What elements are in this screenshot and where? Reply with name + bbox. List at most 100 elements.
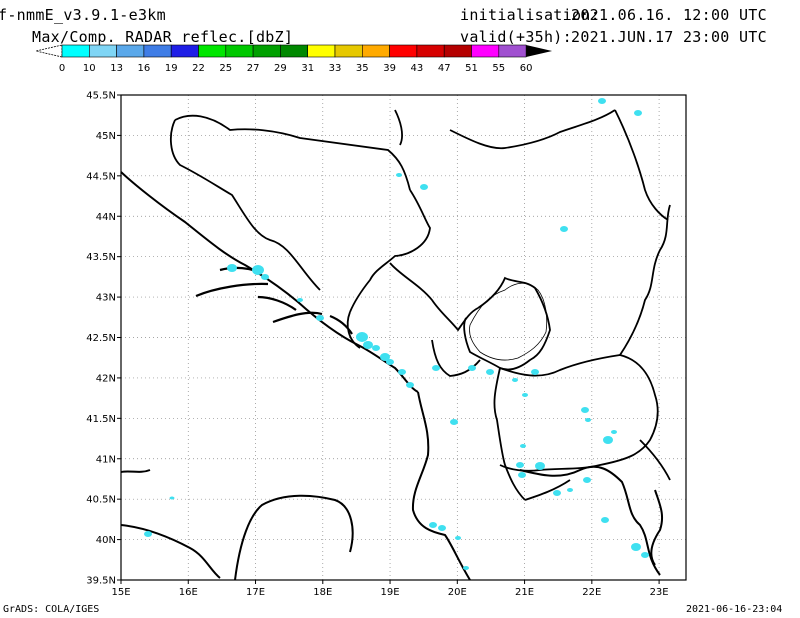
radar-echo xyxy=(455,536,461,540)
radar-echo xyxy=(261,274,269,280)
radar-echo xyxy=(486,369,494,375)
radar-echo xyxy=(463,566,469,570)
colorbar-swatch xyxy=(143,44,172,58)
radar-echo xyxy=(603,436,613,444)
colorbar-tick-label: 55 xyxy=(492,63,505,74)
colorbar-swatch xyxy=(225,44,254,58)
radar-echo xyxy=(641,552,649,558)
coastline-segment xyxy=(120,524,221,579)
radar-echo xyxy=(144,531,152,537)
colorbar-swatch xyxy=(443,44,472,58)
colorbar-tick-label: 43 xyxy=(411,63,424,74)
radar-echo xyxy=(398,369,406,375)
lon-tick-label: 18E xyxy=(313,587,332,598)
border-segment xyxy=(174,114,411,191)
colorbar-tick-label: 35 xyxy=(356,63,369,74)
colorbar-tick-label: 0 xyxy=(59,63,65,74)
border-segment xyxy=(524,479,571,501)
lon-tick-label: 23E xyxy=(650,587,669,598)
coastline-segment xyxy=(234,494,354,581)
lat-tick-label: 41.5N xyxy=(86,414,116,425)
colorbar-tick-label: 10 xyxy=(83,63,96,74)
colorbar-swatch xyxy=(416,44,445,58)
lon-tick-label: 21E xyxy=(515,587,534,598)
radar-echo xyxy=(535,462,545,470)
lat-tick-label: 42N xyxy=(96,373,116,384)
radar-echo xyxy=(372,345,380,351)
radar-echo xyxy=(520,444,526,448)
colorbar-tick-label: 27 xyxy=(247,63,260,74)
island-outline xyxy=(219,266,263,275)
lon-tick-label: 17E xyxy=(246,587,265,598)
colorbar-swatch xyxy=(116,44,145,58)
colorbar-swatch xyxy=(89,44,117,58)
radar-echo xyxy=(396,173,402,177)
init-label: initialisation: xyxy=(460,6,600,24)
border-segment xyxy=(349,189,431,313)
lat-tick-label: 40N xyxy=(96,535,116,546)
radar-echo xyxy=(585,418,591,422)
colorbar-high-arrow xyxy=(526,45,553,57)
radar-echo xyxy=(611,430,617,434)
radar-echo xyxy=(634,110,642,116)
footer-timestamp: 2021-06-16-23:04 xyxy=(686,604,783,615)
init-value: 2021.06.16. 12:00 UTC xyxy=(571,6,767,24)
colorbar-swatch xyxy=(280,44,308,58)
lon-tick-label: 16E xyxy=(179,587,198,598)
radar-echo xyxy=(363,341,373,349)
colorbar-tick-label: 51 xyxy=(465,63,478,74)
colorbar-tick-label: 39 xyxy=(383,63,396,74)
border-segment xyxy=(389,262,479,332)
radar-echo xyxy=(356,332,368,342)
radar-echo xyxy=(468,365,476,371)
colorbar-swatch xyxy=(498,44,527,58)
island-outline xyxy=(329,314,353,335)
lat-tick-label: 42.5N xyxy=(86,333,116,344)
radar-echo xyxy=(631,543,641,551)
border-segment xyxy=(499,354,659,472)
border-segment xyxy=(463,276,551,371)
footer-software: GrADS: COLA/IGES xyxy=(3,604,100,615)
border-segment xyxy=(619,204,671,356)
radar-echo xyxy=(406,382,414,388)
colorbar-tick-label: 31 xyxy=(301,63,314,74)
model-title: f-nmmE_v3.9.1-e3km xyxy=(0,6,166,24)
colorbar-tick-label: 16 xyxy=(138,63,151,74)
radar-echo xyxy=(518,472,526,478)
radar-echo xyxy=(386,359,394,365)
radar-echo xyxy=(297,298,303,302)
lat-tick-label: 41N xyxy=(96,454,116,465)
colorbar-swatch xyxy=(170,44,199,58)
colorbar-swatch xyxy=(252,44,281,58)
radar-echo xyxy=(227,264,237,272)
radar-echo xyxy=(169,496,175,500)
valid-value: 2021.JUN.17 23:00 UTC xyxy=(571,28,767,46)
colorbar-tick-label: 19 xyxy=(165,63,178,74)
border-segment xyxy=(394,109,403,146)
border-segment xyxy=(346,311,361,349)
radar-echo xyxy=(450,419,458,425)
border-segment xyxy=(169,119,321,291)
colorbar-tick-label: 33 xyxy=(329,63,342,74)
radar-echo xyxy=(432,365,440,371)
border-segment xyxy=(493,367,526,501)
radar-echo xyxy=(516,462,524,468)
colorbar-swatch xyxy=(307,44,336,58)
radar-echo xyxy=(567,488,573,492)
lat-tick-label: 40.5N xyxy=(86,495,116,506)
colorbar-swatch xyxy=(198,44,227,58)
coastline-segment xyxy=(120,171,419,393)
island-outline xyxy=(195,282,269,298)
coastline-segment xyxy=(650,489,664,566)
valid-label: valid(+35h): xyxy=(460,28,572,46)
border-segment xyxy=(449,109,616,150)
colorbar-tick-label: 22 xyxy=(192,63,205,74)
colorbar-swatch xyxy=(334,44,363,58)
border-segment xyxy=(639,439,671,481)
lat-tick-label: 45.5N xyxy=(86,91,116,102)
lon-tick-label: 15E xyxy=(111,587,130,598)
reflectivity-colorbar: 0 10 13 16 19 22 25 27 29 31 33 35 39 43 47 51 55 60 xyxy=(35,44,553,74)
border-segment xyxy=(614,109,669,221)
radar-echo xyxy=(512,378,518,382)
